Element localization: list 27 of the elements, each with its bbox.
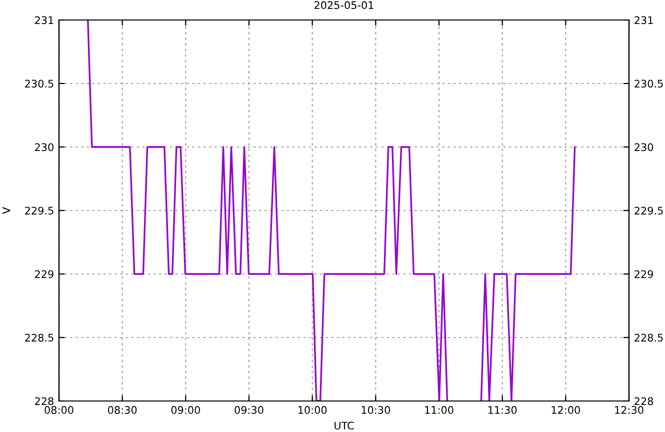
y-tick-label: 230.5 [25, 80, 54, 88]
x-tick-label: 12:30 [615, 406, 644, 414]
y-tick-label: 230 [35, 143, 54, 152]
x-tick-label: 09:30 [234, 406, 264, 414]
x-tick-label: 11:00 [425, 406, 454, 414]
y2-tick-label: 229 [634, 270, 654, 278]
chart-title: 2025-05-01 [314, 1, 374, 10]
x-tick-label: 09:00 [171, 406, 200, 414]
x-tick-label: 08:30 [108, 406, 137, 414]
y-tick-label: 229 [35, 270, 54, 278]
y-tick-label: 231 [35, 16, 54, 24]
y2-tick-label: 231 [634, 16, 653, 24]
y2-tick-label: 229.5 [634, 206, 663, 215]
y-tick-label: 228.5 [25, 334, 54, 342]
x-tick-label: 08:00 [44, 406, 74, 414]
y-tick-label: 228 [35, 397, 54, 406]
x-axis-title: UTC [334, 422, 354, 430]
x-tick-label: 10:30 [362, 406, 390, 414]
y2-tick-label: 228.5 [634, 334, 663, 342]
y2-tick-label: 230.5 [634, 80, 663, 88]
y-axis-title: V [2, 207, 10, 214]
y2-tick-label: 228 [634, 397, 654, 406]
x-tick-label: 11:30 [488, 406, 517, 414]
y2-tick-label: 230 [634, 143, 654, 152]
x-tick-label: 12:00 [552, 406, 580, 414]
y-tick-label: 229.5 [25, 206, 54, 215]
x-tick-label: 10:00 [298, 406, 327, 414]
